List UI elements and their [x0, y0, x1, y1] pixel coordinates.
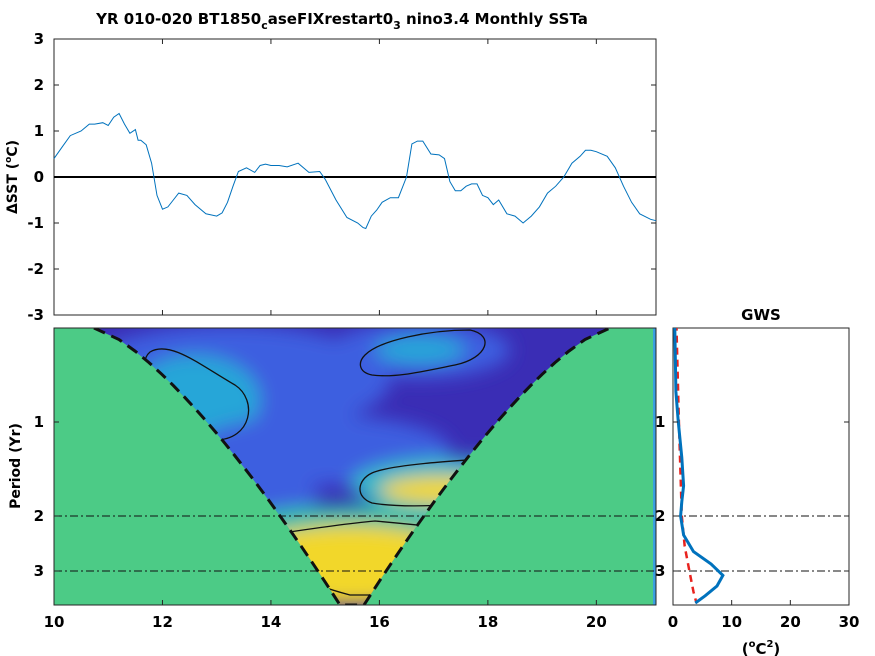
sst-anomaly-line [53, 112, 657, 230]
wavelet-reference-lines [54, 515, 656, 572]
gws-spectrum-curve [673, 328, 725, 605]
gws-xlabel: (oC2) [742, 639, 781, 656]
x-tick-label: 10 [721, 613, 742, 631]
gws-ticks: 0 10 20 30 1 2 3 [655, 413, 859, 631]
chart-title: YR 010-020 BT1850caseFIXrestart03 nino3.… [95, 10, 588, 32]
power-blob [375, 336, 465, 364]
gws-reference-lines [673, 515, 849, 572]
y-tick-label: -2 [27, 260, 44, 278]
y-tick-label: 1 [655, 413, 665, 431]
x-tick-label: 20 [780, 613, 801, 631]
colorbar-edge-right [653, 328, 656, 605]
y-tick-label: 3 [655, 562, 665, 580]
gws-title: GWS [741, 306, 781, 324]
gws-axes-box [672, 327, 850, 606]
significance-contour [359, 329, 486, 377]
gws-panel: GWS 0 10 20 30 1 2 3 (oC2) [655, 306, 859, 656]
y-tick-label: 3 [34, 562, 44, 580]
y-tick-label: 2 [34, 507, 44, 525]
x-tick-label: 18 [477, 613, 498, 631]
y-tick-label: 0 [34, 168, 44, 186]
y-tick-label: 2 [655, 507, 665, 525]
wavelet-axes-box [53, 327, 657, 606]
timeseries-panel: 3 2 1 0 -1 -2 -3 ΔSST (oC) [4, 30, 657, 324]
y-tick-label: 3 [34, 30, 44, 48]
timeseries-ylabel: ΔSST (oC) [4, 140, 21, 214]
x-tick-label: 0 [668, 613, 678, 631]
x-tick-label: 20 [586, 613, 607, 631]
x-tick-label: 30 [839, 613, 860, 631]
x-tick-label: 14 [260, 613, 281, 631]
y-tick-label: 1 [34, 122, 44, 140]
x-tick-label: 10 [44, 613, 65, 631]
wavelet-ylabel: Period (Yr) [8, 423, 24, 509]
y-tick-label: -1 [27, 214, 44, 232]
y-tick-label: 1 [34, 413, 44, 431]
y-tick-label: 2 [34, 76, 44, 94]
y-tick-label: -3 [27, 306, 44, 324]
x-tick-label: 12 [152, 613, 173, 631]
x-tick-label: 16 [369, 613, 390, 631]
